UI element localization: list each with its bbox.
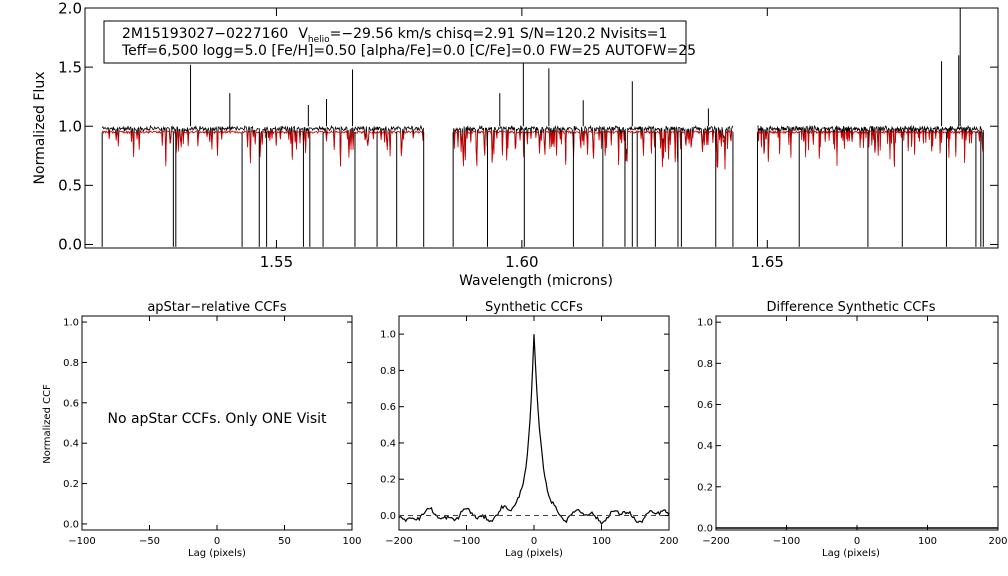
y-tick-label: 0.2 [63, 479, 79, 490]
model-spectrum-chip [101, 129, 425, 167]
spectrum-xlabel: Wavelength (microns) [459, 273, 613, 289]
observed-spectrum-chip [101, 124, 425, 165]
x-tick-label: 0 [214, 536, 220, 547]
y-tick-label: 1.0 [697, 318, 713, 329]
x-tick-label: 200 [659, 536, 678, 547]
y-tick-label: 1.5 [58, 58, 82, 76]
y-tick-label: 2.0 [58, 0, 82, 17]
vhelio-symbol: V [298, 26, 308, 42]
apstar-ccf-title: apStar−relative CCFs [147, 300, 287, 315]
difference-ccf-frame [715, 315, 999, 531]
y-tick-label: 1.0 [58, 117, 82, 135]
annotation-frame [103, 20, 687, 64]
x-tick-label: 0 [531, 536, 537, 547]
spectrum-panel: 0.0 0.5 1.0 1.5 2.0 1.55 1.60 1.65 Wavelength (… [32, 0, 999, 289]
y-tick-label: 0.4 [697, 441, 713, 452]
difference-ccf-panel: Difference Synthetic CCFs 0.00.20.40.60.… [697, 300, 1007, 559]
x-tick-label: 1.65 [751, 253, 784, 271]
annotation-line-2: Teff=6,500 logg=5.0 [Fe/H]=0.50 [alpha/F… [121, 43, 696, 59]
apstar-ccf-xlabel: Lag (pixels) [188, 548, 246, 559]
y-tick-label: 0.2 [380, 475, 396, 486]
fit-annotation-box: 2M15193027−0227160 Vhelio=−29.56 km/s chi… [103, 20, 696, 64]
difference-ccf-axes: 0.0 0.2 0.4 0.6 0.8 1.0 −200 −100 0 100 200 [697, 316, 1008, 547]
annotation-line-1: 2M15193027−0227160 Vhelio=−29.56 km/s chi… [122, 26, 667, 45]
fit-stats: =−29.56 km/s chisq=2.91 S/N=120.2 Nvisit… [330, 26, 668, 42]
apstar-ccf-axes: 0.0 0.2 0.4 0.6 0.8 1.0 −100 −50 0 50 100 [63, 316, 362, 547]
y-tick-label: 0.2 [697, 482, 713, 493]
y-tick-label: 1.0 [380, 330, 396, 341]
star-id: 2M15193027−0227160 [122, 26, 288, 42]
spectrum-ylabel: Normalized Flux [32, 72, 48, 185]
y-tick-label: 0.5 [58, 177, 82, 195]
y-tick-label: 0.0 [380, 511, 396, 522]
x-tick-label: −100 [773, 536, 800, 547]
model-spectrum-chip [452, 129, 734, 170]
apstar-ccf-panel: apStar−relative CCFs 0.0 0.2 0.4 0.6 0.8 1.0 −… [42, 300, 362, 559]
ccf-ylabel: Normalized CCF [42, 384, 53, 464]
synthetic-ccf-traces [398, 334, 670, 526]
x-tick-label: −200 [702, 536, 729, 547]
x-tick-label: 1.55 [260, 253, 293, 271]
x-tick-label: 50 [278, 536, 291, 547]
y-tick-label: 0.0 [63, 519, 79, 530]
x-tick-label: −100 [68, 536, 95, 547]
y-tick-label: 0.8 [697, 359, 713, 370]
y-tick-label: 0.4 [380, 438, 396, 449]
difference-ccf-xlabel: Lag (pixels) [822, 548, 880, 559]
model-spectrum-chip [757, 129, 984, 168]
synthetic-ccf-panel: Synthetic CCFs 0.0 0.2 0.4 0.6 0.8 1.0 −200 −10… [380, 300, 678, 559]
x-tick-label: −50 [139, 536, 160, 547]
observed-spectrum-chip [757, 124, 984, 165]
spectrum-traces [101, 8, 984, 247]
vhelio-subscript: helio [308, 35, 330, 45]
x-tick-label: 1.60 [505, 253, 538, 271]
synthetic-ccf-line [398, 334, 670, 526]
no-ccf-message: No apStar CCFs. Only ONE Visit [107, 411, 327, 427]
synthetic-ccf-axes: 0.0 0.2 0.4 0.6 0.8 1.0 −200 −100 0 100 200 [380, 316, 679, 547]
y-tick-label: 1.0 [63, 318, 79, 329]
spectrum-frame [84, 7, 999, 249]
spectrum-y-axis: 0.0 0.5 1.0 1.5 2.0 1.55 1.60 1.65 [58, 0, 998, 271]
x-tick-label: 200 [988, 536, 1007, 547]
y-tick-label: 0.8 [63, 358, 79, 369]
y-tick-label: 0.6 [697, 400, 713, 411]
x-tick-label: −100 [453, 536, 480, 547]
y-tick-label: 0.0 [697, 523, 713, 534]
difference-ccf-title: Difference Synthetic CCFs [766, 300, 935, 315]
synthetic-ccf-title: Synthetic CCFs [485, 300, 583, 315]
x-tick-label: 100 [592, 536, 611, 547]
y-tick-label: 0.8 [380, 366, 396, 377]
x-tick-label: −200 [385, 536, 412, 547]
x-tick-label: 100 [918, 536, 937, 547]
synthetic-ccf-xlabel: Lag (pixels) [505, 548, 563, 559]
y-tick-label: 0.4 [63, 439, 79, 450]
x-tick-label: 0 [854, 536, 860, 547]
x-tick-label: 100 [342, 536, 361, 547]
y-tick-label: 0.6 [63, 398, 79, 409]
y-tick-label: 0.6 [380, 402, 396, 413]
y-tick-label: 0.0 [58, 236, 82, 254]
